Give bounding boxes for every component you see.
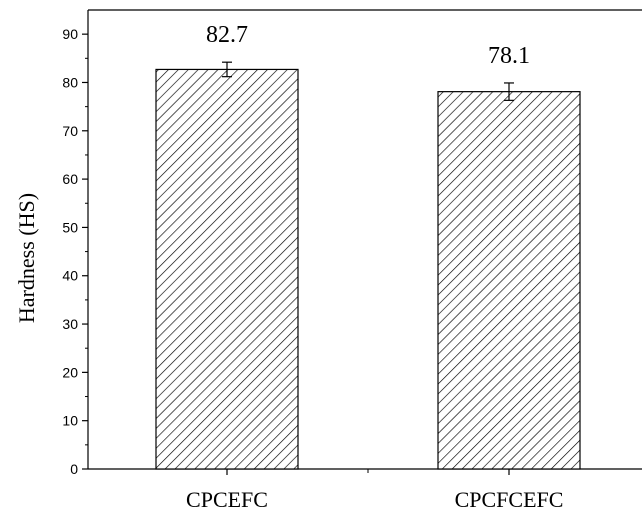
y-tick-label: 90 (62, 26, 78, 42)
data-label: 78.1 (488, 43, 530, 69)
y-tick-label: 70 (62, 123, 78, 139)
y-tick-label: 40 (62, 268, 78, 284)
y-tick-label: 50 (62, 219, 78, 235)
x-category-label: CPCFCEFC (455, 487, 564, 512)
bar-cpcfcefc (437, 91, 581, 470)
y-tick-label: 30 (62, 316, 78, 332)
x-category-label: CPCEFC (186, 487, 268, 512)
y-axis-title: Hardness (HS) (14, 193, 39, 323)
y-tick-label: 60 (62, 171, 78, 187)
y-tick-label: 20 (62, 364, 78, 380)
data-label: 82.7 (206, 22, 248, 48)
y-tick-label: 0 (70, 461, 78, 477)
bar-cpcefc (155, 68, 299, 470)
y-axis: 0 10 20 30 40 50 60 70 80 90 (62, 26, 88, 477)
y-tick-label: 10 (62, 413, 78, 429)
x-axis: CPCEFC CPCFCEFC (186, 469, 563, 512)
y-tick-label: 80 (62, 74, 78, 90)
bars: 82.7 78.1 (155, 22, 581, 470)
